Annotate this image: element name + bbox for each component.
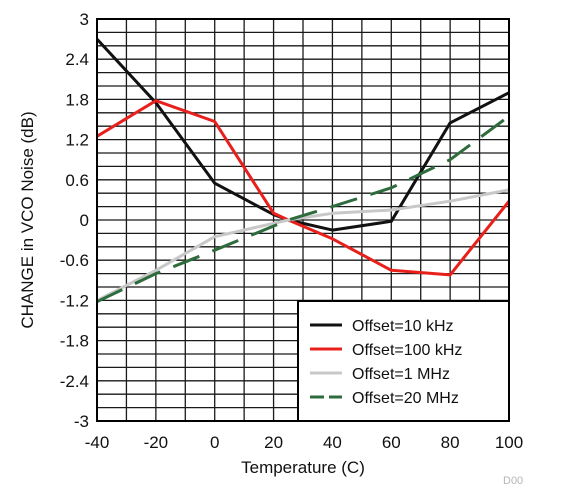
x-tick-label: 20 (264, 433, 283, 452)
series-lines (95, 38, 511, 304)
legend: Offset=10 kHz Offset=100 kHz Offset=1 MHz O… (297, 300, 510, 422)
x-tick-label: 80 (441, 433, 460, 452)
y-tick-label: -1.2 (60, 291, 89, 310)
x-tick-label: 40 (323, 433, 342, 452)
x-tick-label: 0 (210, 433, 219, 452)
legend-label: Offset=10 kHz (352, 318, 454, 335)
footnote-label: D00 (503, 475, 523, 487)
legend-label: Offset=100 kHz (352, 342, 462, 359)
x-tick-label: 60 (382, 433, 401, 452)
y-axis-label: CHANGE in VCO Noise (dB) (18, 111, 37, 328)
y-tick-labels: 3 2.4 1.8 1.2 0.6 0 -0.6 -1.2 -1.8 -2.4 -3 (60, 10, 89, 431)
y-tick-label: 0 (80, 211, 89, 230)
series-line-4 (96, 114, 510, 304)
x-tick-label: -40 (85, 433, 110, 452)
x-tick-labels: -40 -20 0 20 40 60 80 100 (85, 433, 523, 452)
x-tick-label: 100 (495, 433, 523, 452)
y-tick-label: -1.8 (60, 332, 89, 351)
x-axis-label: Temperature (C) (241, 458, 365, 477)
x-tick-label: -20 (144, 433, 169, 452)
y-tick-label: -3 (74, 412, 89, 431)
y-tick-label: -2.4 (60, 372, 89, 391)
legend-label: Offset=20 MHz (352, 390, 459, 407)
y-tick-label: 1.2 (65, 131, 89, 150)
y-tick-label: 3 (80, 10, 89, 29)
legend-label: Offset=1 MHz (352, 366, 450, 383)
y-tick-label: 2.4 (65, 50, 89, 69)
y-tick-label: 1.8 (65, 90, 89, 109)
series-line-3 (96, 188, 510, 302)
y-tick-label: 0.6 (65, 171, 89, 190)
y-tick-label: -0.6 (60, 251, 89, 270)
legend-box (297, 300, 510, 422)
